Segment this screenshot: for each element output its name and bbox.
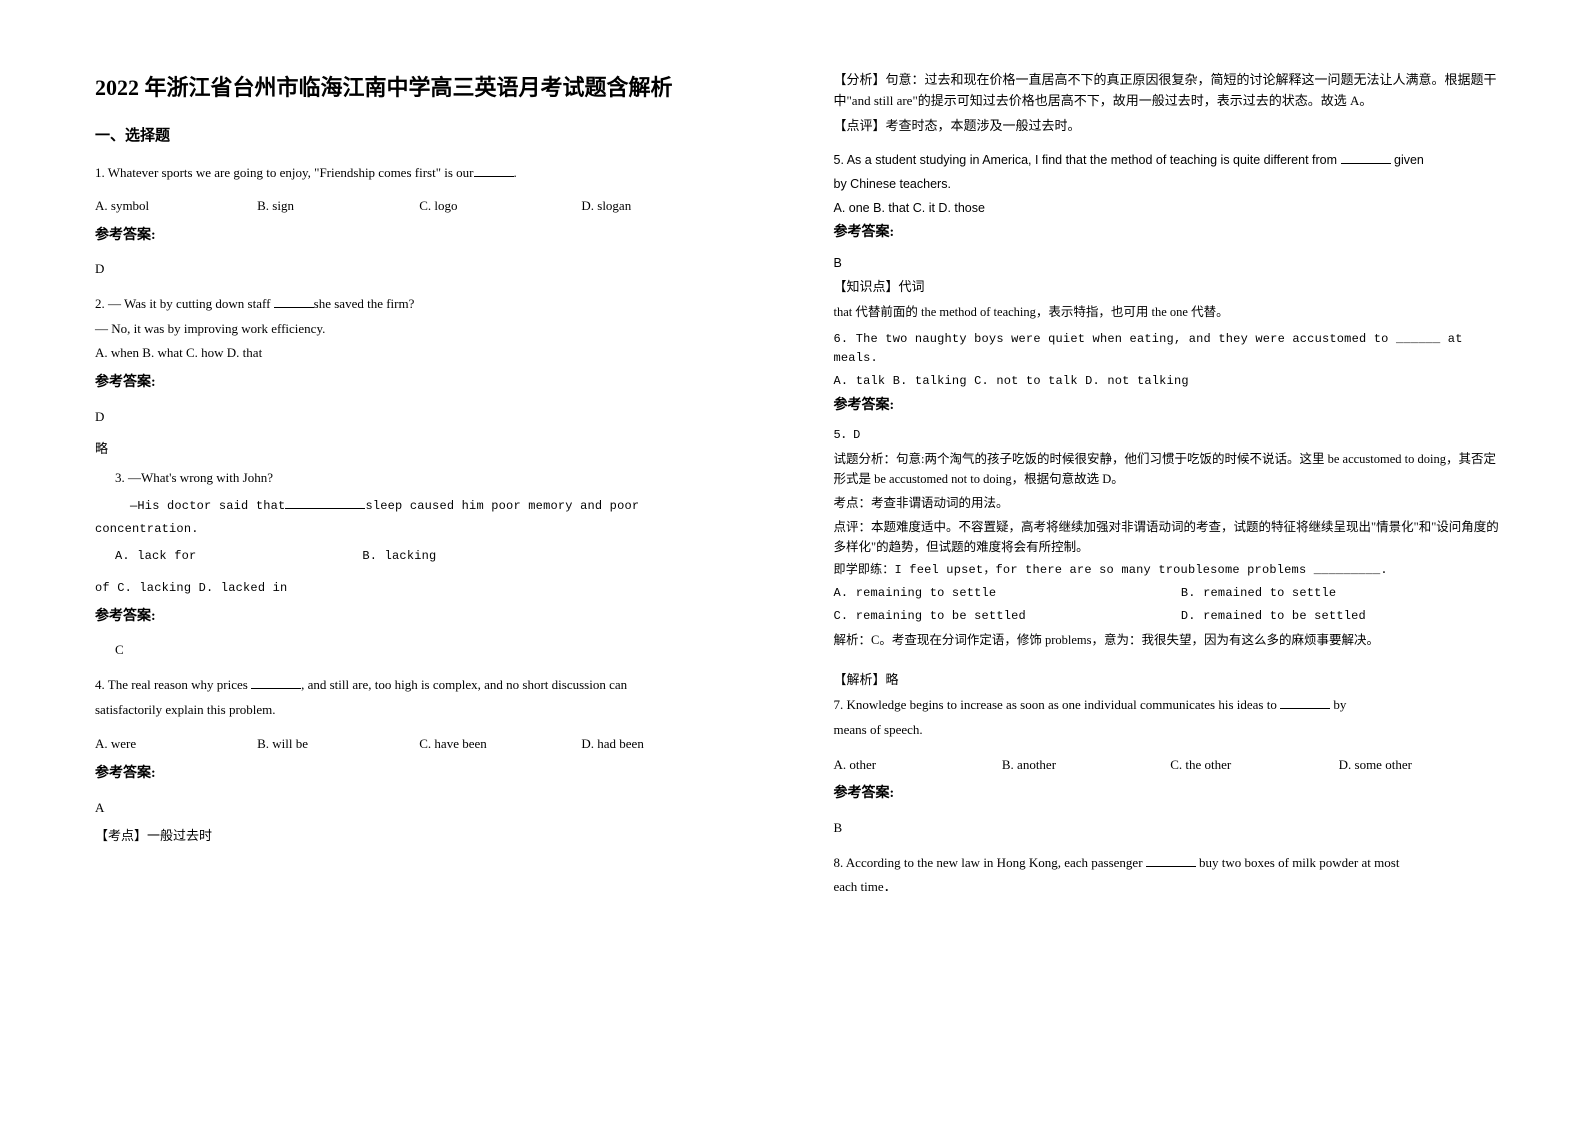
- q3-answer: C: [95, 640, 744, 661]
- q4-comment: 【点评】考查时态，本题涉及一般过去时。: [834, 116, 1508, 137]
- q6-practice-4: 解析：C。考查现在分词作定语，修饰 problems，意为：我很失望，因为有这么…: [834, 630, 1508, 650]
- answer-label: 参考答案:: [834, 222, 1508, 244]
- q5-explanation: that 代替前面的 the method of teaching，表示特指，也…: [834, 302, 1508, 322]
- q3-opt-a: A. lack for: [95, 547, 355, 566]
- blank: [1341, 153, 1391, 164]
- q5-knowledge-point: 【知识点】代词: [834, 277, 1508, 298]
- blank: [474, 165, 514, 177]
- q6-exp3: 点评：本题难度适中。不容置疑，高考将继续加强对非谓语动词的考查，试题的特征将继续…: [834, 517, 1508, 557]
- q7-options: A. other B. another C. the other D. some…: [834, 755, 1508, 776]
- q1-stem: 1. Whatever sports we are going to enjoy…: [95, 163, 744, 184]
- q8-stem-2: each time．: [834, 877, 1508, 898]
- section-heading: 一、选择题: [95, 124, 744, 145]
- q6-prac2a: A. remaining to settle: [834, 584, 1174, 603]
- q1-opt-d: D. slogan: [581, 196, 743, 217]
- q7-stem-1b: by: [1330, 697, 1346, 712]
- blank: [251, 677, 301, 689]
- q1-opt-c: C. logo: [419, 196, 581, 217]
- q2-stem-1b: she saved the firm?: [314, 296, 415, 311]
- q4-opt-c: C. have been: [419, 734, 581, 755]
- q6-prac3a: C. remaining to be settled: [834, 607, 1174, 626]
- q4-opt-d: D. had been: [581, 734, 743, 755]
- q3-stem-2a: —His doctor said that: [130, 499, 285, 513]
- q3-opt-b: B. lacking: [362, 549, 436, 563]
- q7-stem-1: 7. Knowledge begins to increase as soon …: [834, 695, 1508, 716]
- q6-prac2b: B. remained to settle: [1181, 586, 1336, 600]
- q2-stem-2: — No, it was by improving work efficienc…: [95, 319, 744, 340]
- q8-stem-1: 8. According to the new law in Hong Kong…: [834, 853, 1508, 874]
- q1-stem-text: 1. Whatever sports we are going to enjoy…: [95, 165, 474, 180]
- q1-answer: D: [95, 259, 744, 280]
- q1-opt-b: B. sign: [257, 196, 419, 217]
- q8-stem-1b: buy two boxes of milk powder at most: [1196, 855, 1400, 870]
- q6-answer-num: 5．D: [834, 426, 1508, 445]
- q7-opt-c: C. the other: [1170, 755, 1338, 776]
- q3-stem-3: concentration.: [95, 520, 744, 539]
- q5-stem-1a: 5. As a student studying in America, I f…: [834, 153, 1341, 167]
- q3-stem-2b: sleep caused him poor memory and poor: [365, 499, 639, 513]
- answer-label: 参考答案:: [95, 763, 744, 785]
- q6-exp1: 试题分析：句意:两个淘气的孩子吃饭的时候很安静，他们习惯于吃饭的时候不说话。这里…: [834, 449, 1508, 489]
- answer-label: 参考答案:: [95, 225, 744, 247]
- q6-practice-3: C. remaining to be settled D. remained t…: [834, 607, 1508, 626]
- q5-stem-1: 5. As a student studying in America, I f…: [834, 150, 1508, 170]
- q6-prac3b: D. remained to be settled: [1181, 609, 1366, 623]
- page-title: 2022 年浙江省台州市临海江南中学高三英语月考试题含解析: [95, 70, 744, 102]
- q4-stem-1b: , and still are, too high is complex, an…: [301, 677, 627, 692]
- q7-opt-d: D. some other: [1339, 755, 1507, 776]
- q4-stem-2: satisfactorily explain this problem.: [95, 700, 744, 721]
- q7-answer: B: [834, 818, 1508, 839]
- blank: [1280, 697, 1330, 709]
- q3-opts-row1: A. lack for B. lacking: [95, 547, 744, 566]
- q4-exam-point: 【考点】一般过去时: [95, 826, 744, 847]
- q5-stem-1b: given: [1391, 153, 1424, 167]
- q2-answer: D: [95, 407, 744, 428]
- q2-note: 略: [95, 439, 744, 460]
- q8-stem-1a: 8. According to the new law in Hong Kong…: [834, 855, 1146, 870]
- blank: [285, 498, 365, 509]
- q5-answer: B: [834, 253, 1508, 273]
- blank: [1146, 855, 1196, 867]
- q4-answer: A: [95, 798, 744, 819]
- q1-opt-a: A. symbol: [95, 196, 257, 217]
- answer-label: 参考答案:: [95, 606, 744, 628]
- q7-stem-1a: 7. Knowledge begins to increase as soon …: [834, 697, 1281, 712]
- q5-options: A. one B. that C. it D. those: [834, 198, 1508, 218]
- q6-exp2: 考点：考查非谓语动词的用法。: [834, 493, 1508, 513]
- q2-options: A. when B. what C. how D. that: [95, 343, 744, 364]
- q1-options: A. symbol B. sign C. logo D. slogan: [95, 196, 744, 217]
- q4-stem-1: 4. The real reason why prices , and stil…: [95, 675, 744, 696]
- answer-label: 参考答案:: [95, 372, 744, 394]
- q5-stem-2: by Chinese teachers.: [834, 174, 1508, 194]
- q6-practice-2: A. remaining to settle B. remained to se…: [834, 584, 1508, 603]
- q7-opt-b: B. another: [1002, 755, 1170, 776]
- q2-stem-1: 2. — Was it by cutting down staff she sa…: [95, 294, 744, 315]
- answer-label: 参考答案:: [834, 395, 1508, 417]
- answer-label: 参考答案:: [834, 783, 1508, 805]
- q6-options: A. talk B. talking C. not to talk D. not…: [834, 372, 1508, 391]
- q3-stem-2: —His doctor said that sleep caused him po…: [95, 497, 744, 516]
- q4-options: A. were B. will be C. have been D. had b…: [95, 734, 744, 755]
- q6-practice-1: 即学即练：I feel upset，for there are so many …: [834, 561, 1508, 580]
- q4-analysis: 【分析】句意：过去和现在价格一直居高不下的真正原因很复杂，简短的讨论解释这一问题…: [834, 70, 1508, 112]
- q4-opt-b: B. will be: [257, 734, 419, 755]
- q4-opt-a: A. were: [95, 734, 257, 755]
- q1-punct: .: [514, 165, 517, 180]
- q4-stem-1a: 4. The real reason why prices: [95, 677, 251, 692]
- q7-opt-a: A. other: [834, 755, 1002, 776]
- q3-stem-1: 3. —What's wrong with John?: [95, 468, 744, 489]
- q6-jiexi: 【解析】略: [834, 670, 1508, 691]
- q2-stem-1a: 2. — Was it by cutting down staff: [95, 296, 274, 311]
- q3-opts-row2: of C. lacking D. lacked in: [95, 579, 744, 598]
- q6-stem: 6. The two naughty boys were quiet when …: [834, 330, 1508, 368]
- q7-stem-2: means of speech.: [834, 720, 1508, 741]
- blank: [274, 296, 314, 308]
